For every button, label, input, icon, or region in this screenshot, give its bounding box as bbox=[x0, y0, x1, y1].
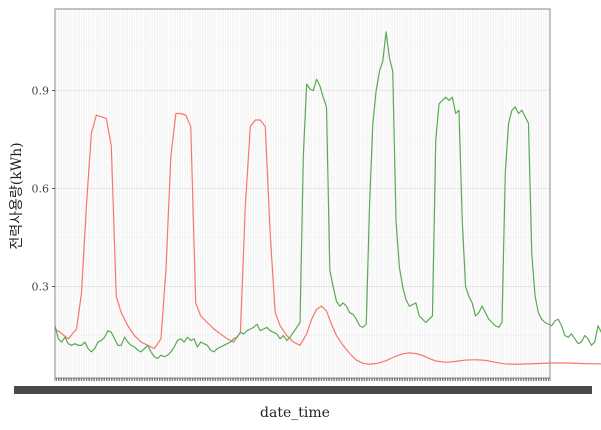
horizontal-gridlines bbox=[55, 41, 550, 336]
y-tick-label: 0.3 bbox=[32, 281, 50, 294]
plot-panel-border bbox=[54, 8, 551, 379]
x-axis-label: date_time bbox=[260, 405, 330, 421]
x-axis-tick-labels bbox=[14, 386, 592, 394]
series-line-1 bbox=[54, 112, 601, 365]
x-axis-ticks bbox=[54, 378, 551, 381]
series-layer bbox=[54, 31, 601, 365]
vertical-gridlines bbox=[54, 9, 551, 378]
y-axis-label: 전력사용량(kWh) bbox=[9, 142, 25, 249]
series-line-2 bbox=[54, 31, 601, 360]
y-tick-label: 0.6 bbox=[32, 183, 50, 196]
x-tick-label-overlap bbox=[14, 386, 592, 394]
y-axis-ticks: 0.3 0.6 0.9 bbox=[32, 85, 55, 294]
y-tick-label: 0.9 bbox=[32, 85, 50, 98]
